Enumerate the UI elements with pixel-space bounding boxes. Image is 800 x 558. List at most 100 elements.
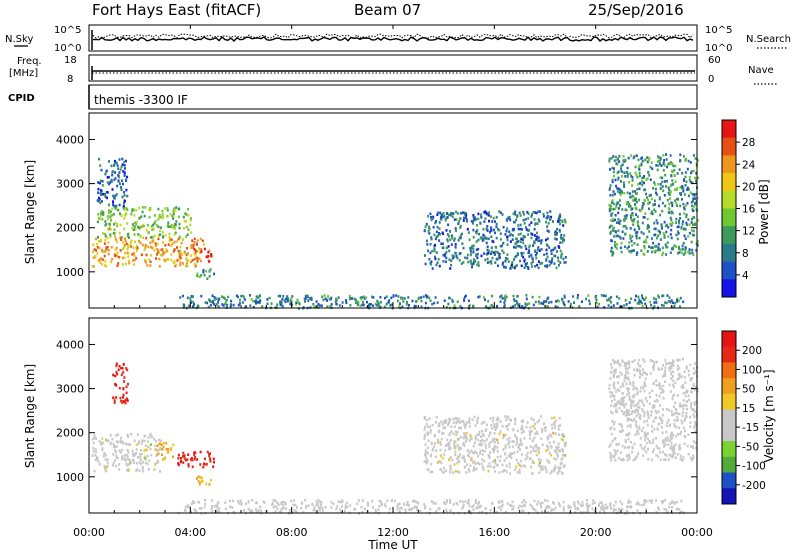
scatter-mark [521, 419, 524, 422]
scatter-mark [631, 360, 634, 364]
scatter-mark [475, 240, 478, 243]
scatter-mark [104, 220, 107, 223]
scatter-mark [670, 410, 673, 413]
scatter-mark [655, 499, 658, 502]
scatter-mark [449, 418, 452, 421]
scatter-mark [643, 198, 646, 202]
scatter-mark [430, 263, 433, 266]
scatter-mark [186, 233, 189, 236]
scatter-mark [161, 216, 164, 220]
scatter-mark [676, 225, 679, 229]
scatter-mark [619, 371, 622, 374]
scatter-mark [690, 221, 693, 224]
scatter-mark [459, 252, 462, 255]
scatter-mark [456, 462, 459, 465]
scatter-mark [102, 213, 105, 216]
scatter-mark [691, 217, 693, 221]
scatter-mark [650, 237, 653, 240]
scatter-mark [550, 416, 553, 420]
scatter-mark [688, 178, 691, 182]
scatter-mark [532, 244, 534, 247]
scatter-mark [211, 499, 214, 502]
scatter-mark [567, 506, 570, 509]
scatter-mark [212, 457, 215, 461]
scatter-mark [124, 167, 126, 170]
scatter-mark [143, 449, 146, 452]
scatter-mark [662, 389, 665, 393]
scatter-mark [522, 430, 525, 433]
scatter-mark [685, 221, 688, 225]
scatter-mark [522, 241, 525, 245]
scatter-mark [413, 304, 416, 308]
scatter-mark [141, 439, 144, 442]
scatter-mark [460, 426, 462, 430]
scatter-mark [465, 214, 468, 217]
scatter-mark [531, 265, 533, 268]
scatter-mark [110, 180, 113, 183]
scatter-mark [562, 302, 565, 306]
scatter-mark [648, 156, 651, 160]
scatter-mark [624, 175, 627, 178]
scatter-mark [638, 399, 641, 402]
scatter-mark [335, 302, 338, 306]
scatter-mark [691, 181, 694, 184]
scatter-mark [643, 245, 646, 248]
scatter-mark [157, 249, 160, 252]
scatter-mark [613, 504, 616, 507]
scatter-mark [676, 394, 679, 397]
scatter-mark [676, 237, 679, 241]
scatter-mark [662, 251, 664, 255]
scatter-mark [448, 458, 450, 461]
scatter-mark [491, 460, 494, 464]
scatter-mark [695, 181, 698, 184]
scatter-mark [640, 429, 643, 433]
scatter-mark [550, 423, 553, 427]
scatter-mark [473, 460, 476, 463]
scatter-mark [424, 455, 427, 458]
scatter-mark [121, 179, 123, 182]
scatter-mark [630, 400, 632, 404]
scatter-mark [473, 441, 476, 444]
scatter-mark [675, 411, 677, 415]
scatter-mark [593, 509, 596, 512]
scatter-mark [678, 221, 681, 225]
scatter-mark [525, 228, 528, 231]
scatter-mark [612, 170, 615, 174]
scatter-mark [646, 432, 649, 435]
scatter-mark [596, 306, 599, 309]
scatter-mark [471, 263, 474, 266]
scatter-mark [484, 507, 487, 511]
scatter-mark [681, 458, 684, 462]
scatter-mark [161, 213, 164, 216]
scatter-mark [295, 301, 298, 304]
scatter-mark [673, 174, 676, 177]
scatter-mark [644, 238, 647, 242]
scatter-mark [243, 509, 245, 512]
scatter-mark [486, 257, 489, 261]
scatter-mark [608, 387, 611, 390]
scatter-mark [628, 204, 631, 208]
scatter-mark [126, 208, 129, 212]
scatter-mark [158, 265, 161, 268]
scatter-mark [550, 252, 553, 255]
scatter-mark [656, 221, 659, 225]
scatter-mark [683, 403, 686, 407]
scatter-mark [559, 218, 561, 222]
scatter-mark [682, 202, 685, 206]
scatter-mark [162, 241, 165, 244]
scatter-mark [651, 389, 654, 393]
scatter-mark [625, 402, 627, 406]
scatter-mark [480, 443, 483, 446]
scatter-mark [661, 246, 664, 250]
scatter-mark [545, 258, 548, 261]
scatter-mark [224, 302, 227, 305]
scatter-mark [408, 508, 411, 511]
scatter-mark [257, 301, 259, 304]
scatter-mark [521, 228, 523, 231]
scatter-mark [280, 507, 283, 511]
scatter-mark [536, 432, 539, 436]
scatter-mark [174, 208, 177, 212]
scatter-mark [123, 376, 126, 379]
scatter-mark [434, 296, 437, 299]
scatter-mark [573, 504, 576, 508]
